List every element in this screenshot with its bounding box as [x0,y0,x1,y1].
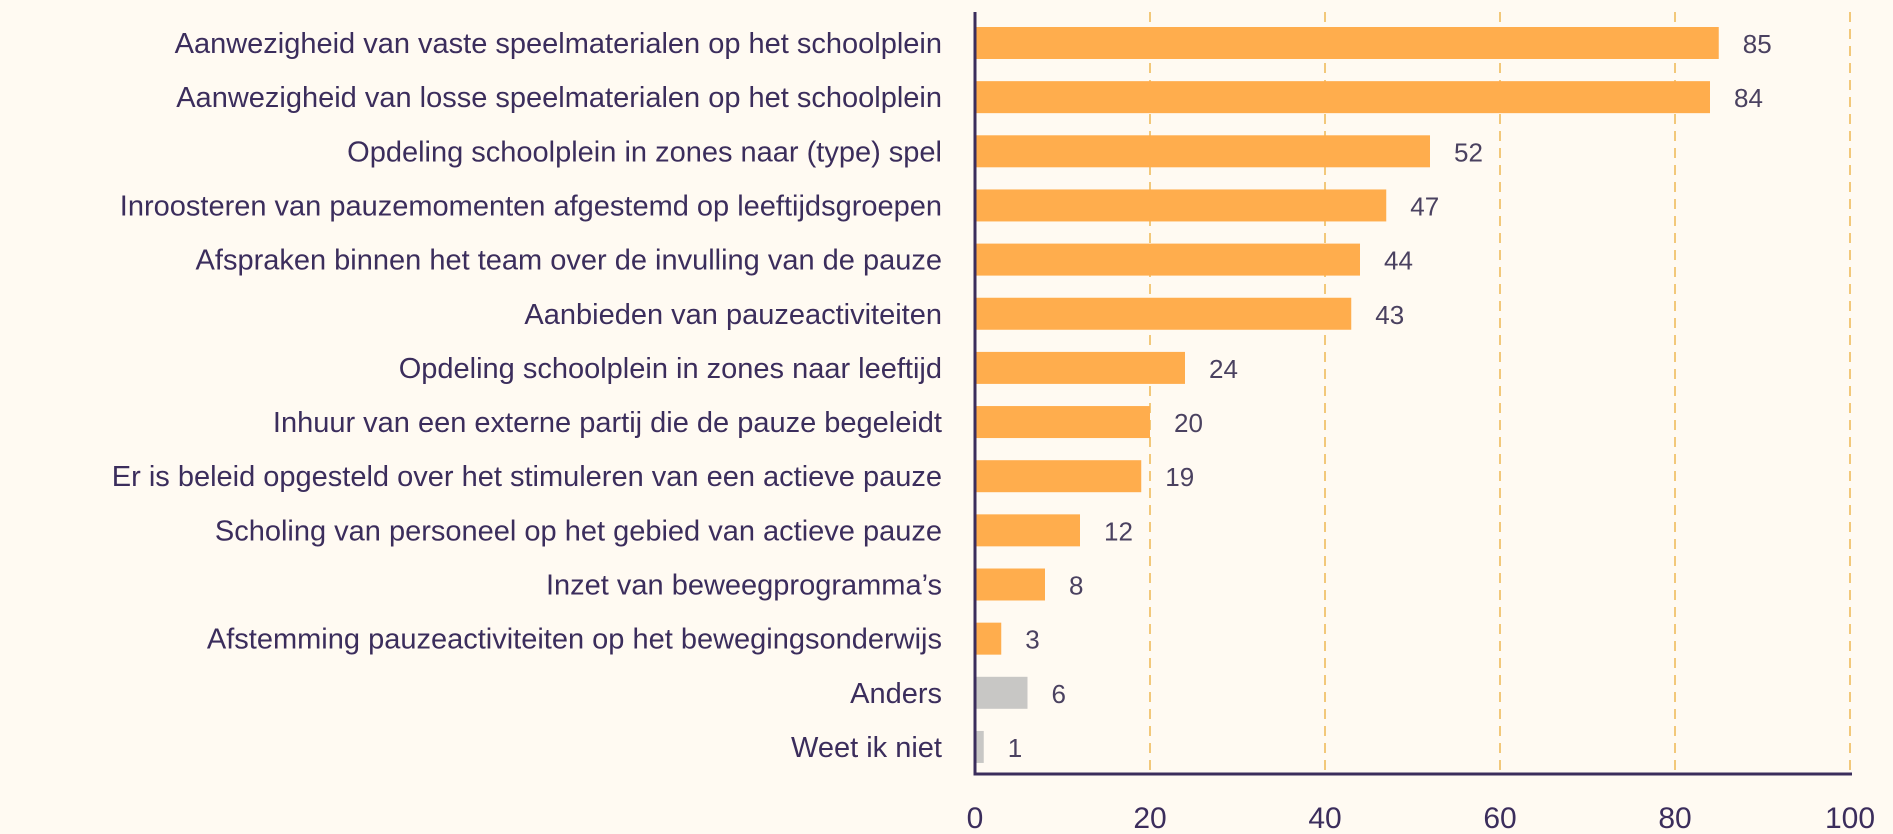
grid-lines [1149,12,1851,774]
bar-1 [976,27,1719,59]
bar-4 [976,189,1387,222]
bar-9 [976,460,1142,493]
value-label-12: 3 [1025,625,1039,655]
x-tick-label-20: 20 [1133,802,1166,834]
category-labels: Aanwezigheid van vaste speelmaterialen o… [112,28,942,764]
x-tick-label-100: 100 [1825,802,1875,834]
category-label-14: Weet ik niet [791,732,942,764]
bar-3 [976,135,1430,168]
bar-7 [976,351,1185,384]
value-label-2: 84 [1734,83,1763,113]
bar-14 [976,730,984,763]
bar-6 [976,297,1352,330]
category-label-9: Er is beleid opgesteld over het stimuler… [112,461,942,493]
category-label-12: Afstemming pauzeactiviteiten op het bewe… [207,624,942,656]
value-label-4: 47 [1410,191,1439,221]
bar-5 [976,243,1360,276]
axes [973,12,1852,776]
category-label-6: Aanbieden van pauzeactiviteiten [524,299,942,331]
value-label-14: 1 [1008,733,1022,763]
category-label-11: Inzet van beweegprogramma’s [546,570,942,602]
category-label-10: Scholing van personeel op het gebied van… [215,515,942,547]
bar-13 [976,676,1028,709]
category-label-5: Afspraken binnen het team over de invull… [196,245,942,277]
x-tick-label-0: 0 [967,802,984,834]
value-label-8: 20 [1174,408,1203,438]
value-label-9: 19 [1165,462,1194,492]
category-label-7: Opdeling schoolplein in zones naar leeft… [399,353,942,385]
category-label-8: Inhuur van een externe partij die de pau… [273,407,942,439]
x-tick-label-60: 60 [1483,802,1516,834]
category-label-4: Inroosteren van pauzemomenten afgestemd … [120,190,942,222]
category-label-13: Anders [850,678,942,710]
bar-8 [976,406,1150,439]
x-tick-label-40: 40 [1308,802,1341,834]
value-label-7: 24 [1209,354,1238,384]
bar-10 [976,514,1080,547]
category-label-2: Aanwezigheid van losse speelmaterialen o… [176,82,942,114]
value-label-11: 8 [1069,571,1083,601]
category-label-1: Aanwezigheid van vaste speelmaterialen o… [175,28,942,60]
bars [976,27,1719,763]
bar-2 [976,81,1710,114]
category-label-3: Opdeling schoolplein in zones naar (type… [347,136,942,168]
x-tick-label-80: 80 [1658,802,1691,834]
value-label-6: 43 [1375,300,1404,330]
value-label-3: 52 [1454,137,1483,167]
value-label-1: 85 [1743,29,1772,59]
bar-12 [976,622,1002,655]
x-tick-labels: 0 20 40 60 80 100 [967,802,1875,834]
value-label-5: 44 [1384,246,1413,276]
value-label-10: 12 [1104,516,1133,546]
value-label-13: 6 [1052,679,1066,709]
bar-11 [976,568,1045,601]
